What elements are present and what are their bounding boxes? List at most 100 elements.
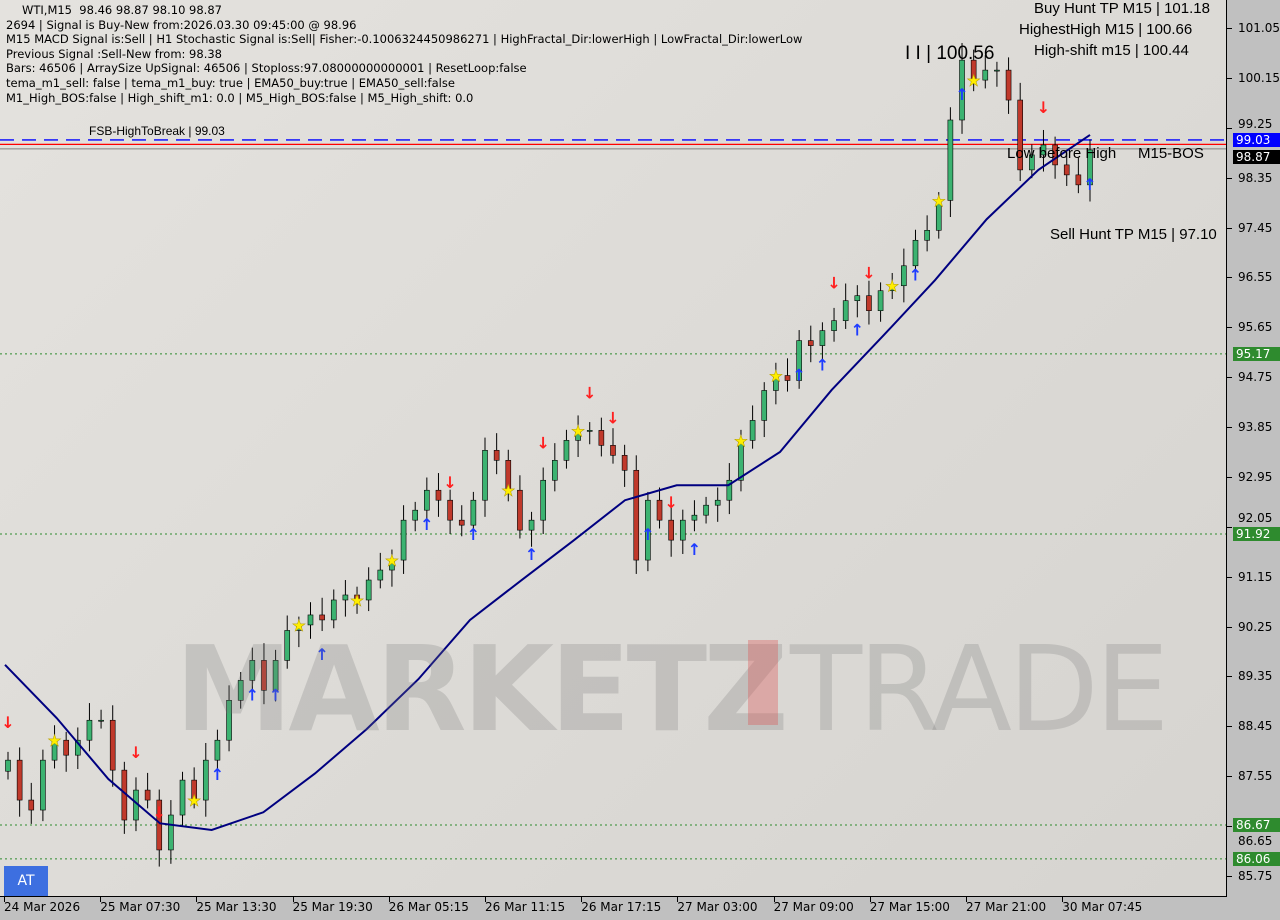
star-signal-icon: ★: [187, 791, 201, 810]
info-line: Bars: 46506 | ArraySize UpSignal: 46506 …: [6, 61, 527, 76]
price-level-label: 98.87: [1233, 149, 1280, 164]
candle: [1017, 99, 1023, 171]
candle: [1075, 174, 1082, 186]
info-line: 2694 | Signal is Buy-New from:2026.03.30…: [6, 17, 357, 32]
y-tick-label: 89.35: [1238, 669, 1273, 684]
chart-info-panel: WTI,M15 98.46 98.87 98.10 98.87 2694 | Si…: [6, 3, 802, 105]
x-tick-label: 26 Mar 05:15: [388, 900, 469, 914]
candle: [749, 420, 756, 441]
y-tick-label: 86.65: [1238, 834, 1273, 848]
high-price-label: I I | 100.56: [905, 43, 995, 64]
buy-arrow-icon: ↑: [246, 685, 259, 704]
highest-high-label: HighestHigh M15 | 100.66: [1019, 21, 1193, 38]
candle: [226, 700, 232, 741]
x-tick-label: 26 Mar 17:15: [581, 900, 662, 914]
at-button[interactable]: AT: [4, 866, 48, 896]
watermark-right: TRADE: [790, 620, 1169, 758]
candle: [656, 499, 663, 521]
candle: [726, 479, 733, 501]
buy-arrow-icon: ↑: [909, 265, 922, 284]
buy-arrow-icon: ↑: [792, 366, 805, 385]
candle: [691, 514, 698, 521]
candle: [959, 59, 965, 121]
y-tick-mark: [1227, 676, 1232, 678]
candle: [563, 440, 570, 461]
y-tick-mark: [1227, 327, 1232, 329]
sell-arrow-icon: ↓: [583, 383, 596, 402]
candle: [156, 799, 163, 851]
y-tick-label: 91.15: [1238, 569, 1273, 584]
candle: [144, 789, 151, 801]
y-tick-mark: [1227, 826, 1232, 828]
candle: [40, 759, 46, 811]
candle: [738, 440, 744, 481]
y-tick-mark: [1227, 377, 1232, 379]
watermark-divider: [748, 640, 778, 725]
buy-arrow-icon: ↑: [525, 545, 538, 564]
chart-plot-area[interactable]: MARKETZ TRADE ↓ ★ ↓ ↓ ★ ↑ ↑ ↑ ★ ↑ ★ ★ ↑ ↓ ↑ ★ ↑ ↓ ★ ↓ ↓ ↑ ↓ ↑ ★ ★…: [0, 0, 1227, 897]
y-tick-label: 97.45: [1238, 220, 1273, 235]
candle: [633, 469, 640, 561]
candle: [63, 739, 69, 756]
buy-arrow-icon: ↑: [269, 685, 282, 704]
x-tick-mark: [869, 897, 871, 902]
y-tick-mark: [1227, 476, 1232, 478]
star-signal-icon: ★: [292, 616, 306, 635]
candle: [75, 739, 81, 756]
sell-arrow-icon: ↓: [606, 408, 619, 427]
candle: [540, 479, 546, 521]
y-tick-mark: [1227, 427, 1232, 429]
candle: [412, 509, 419, 521]
candle: [1052, 144, 1058, 166]
candle: [807, 340, 814, 346]
candle: [528, 519, 535, 531]
y-tick-mark: [1227, 227, 1232, 229]
star-signal-icon: ★: [966, 71, 980, 90]
price-level-label: 99.03: [1233, 132, 1280, 147]
candle: [307, 614, 314, 626]
star-signal-icon: ★: [769, 367, 783, 386]
x-tick-mark: [485, 897, 486, 902]
y-tick-mark: [1227, 28, 1232, 29]
candle: [1063, 164, 1070, 176]
y-tick-mark: [1227, 626, 1232, 628]
candle: [877, 290, 884, 311]
sell-arrow-icon: ↓: [129, 743, 142, 762]
star-signal-icon: ★: [734, 431, 748, 450]
candle: [5, 759, 11, 772]
y-tick-mark: [1227, 177, 1232, 179]
x-tick-label: 30 Mar 07:45: [1062, 900, 1143, 914]
y-tick-mark: [1227, 776, 1232, 778]
candle: [1005, 69, 1012, 101]
candle: [168, 814, 174, 851]
candle: [1029, 154, 1035, 171]
y-tick-mark: [1227, 77, 1232, 79]
price-level-label: 86.06: [1233, 851, 1280, 866]
x-tick-mark: [677, 897, 679, 902]
y-tick-label: 100.15: [1238, 70, 1280, 85]
candle: [773, 375, 779, 391]
price-level-label: 95.17: [1233, 346, 1280, 361]
candle: [796, 340, 802, 381]
price-chart: ↓★↓↓★↑↑ ↑★↑★★↑↓↑★↑↓★↓↓↑↓↑★★ ↑↑↓↑↓★↑★↑★↓↑: [0, 42, 1226, 867]
y-tick-label: 88.45: [1238, 719, 1273, 734]
buy-arrow-icon: ↑: [641, 525, 654, 544]
y-tick-mark: [1227, 127, 1232, 129]
y-tick-label: 93.85: [1238, 420, 1273, 435]
candle: [598, 430, 605, 446]
y-tick-mark: [1227, 576, 1232, 578]
candle: [819, 330, 826, 346]
y-tick-label: 92.95: [1238, 469, 1273, 484]
candle: [889, 285, 896, 292]
x-tick-label: 27 Mar 15:00: [869, 900, 950, 914]
y-tick-mark: [1227, 277, 1232, 279]
candle: [924, 230, 930, 241]
candle: [330, 599, 337, 621]
candle: [842, 300, 849, 321]
sell-arrow-icon: ↓: [443, 473, 456, 492]
star-signal-icon: ★: [47, 731, 61, 750]
candle: [586, 430, 593, 432]
x-tick-label: 25 Mar 07:30: [100, 900, 181, 914]
candle: [249, 660, 256, 681]
info-line: Previous Signal :Sell-New from: 98.38: [6, 46, 222, 61]
